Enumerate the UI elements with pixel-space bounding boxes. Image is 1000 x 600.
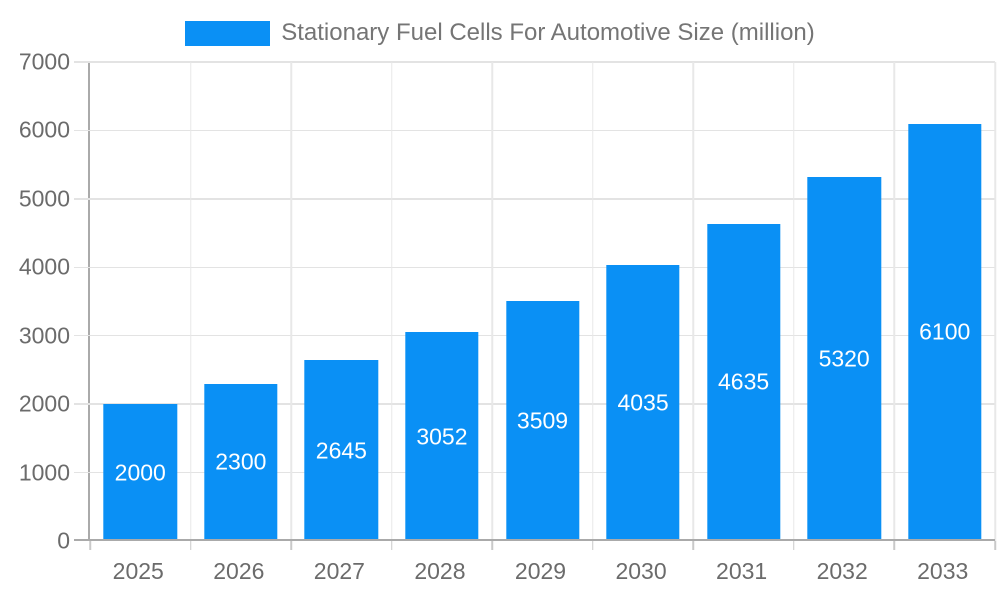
x-gridline [189, 62, 192, 541]
x-tick-label: 2032 [816, 558, 868, 584]
x-gridline [592, 62, 594, 541]
x-tick-label: 2029 [514, 558, 567, 584]
x-gridline [893, 62, 896, 541]
x-gridline [692, 62, 695, 541]
bar-2032[interactable]: 5320 [807, 176, 881, 541]
bar-2026[interactable]: 2300 [204, 383, 278, 541]
y-tick-label: 2000 [18, 390, 70, 417]
x-tick-label: 2030 [615, 558, 667, 584]
y-tick-label: 4000 [18, 253, 70, 280]
bar-value-label: 2300 [215, 448, 267, 475]
bar-2025[interactable]: 2000 [103, 404, 177, 541]
bar-value-label: 4035 [617, 389, 669, 416]
x-tick-mark [89, 541, 91, 550]
x-gridline [793, 62, 795, 541]
x-tick-mark [793, 541, 795, 550]
x-tick-mark [189, 541, 192, 550]
legend[interactable]: Stationary Fuel Cells For Automotive Siz… [0, 19, 1000, 47]
x-tick-mark [893, 541, 896, 550]
bar-value-label: 2645 [315, 437, 367, 463]
y-tick-label: 1000 [18, 459, 70, 486]
bar-value-label: 2000 [114, 459, 166, 486]
bar-2027[interactable]: 2645 [304, 360, 379, 541]
x-axis-labels: 2025 2026 2027 2028 2029 2030 2031 2032 2033 [88, 558, 993, 588]
y-gridline [74, 266, 995, 269]
bar-value-label: 5320 [818, 345, 870, 372]
bar-value-label: 3509 [516, 407, 569, 434]
legend-label: Stationary Fuel Cells For Automotive Siz… [281, 19, 815, 46]
x-tick-label: 2025 [112, 558, 164, 584]
bar-value-label: 3052 [416, 423, 468, 450]
bar-value-label: 6100 [919, 318, 971, 345]
plot-area: 2000 2300 2645 3052 3509 4035 4635 5320 6100 [74, 61, 996, 550]
x-tick-label: 2033 [917, 558, 969, 584]
bar-2033[interactable]: 6100 [908, 123, 982, 541]
x-tick-mark [491, 541, 493, 550]
bar-value-label: 4635 [718, 368, 770, 395]
x-tick-mark [994, 541, 996, 550]
x-gridline [491, 62, 493, 541]
bar-2030[interactable]: 4035 [606, 264, 680, 541]
y-tick-label: 0 [57, 527, 70, 554]
x-tick-mark [692, 541, 695, 550]
x-tick-label: 2027 [313, 558, 365, 584]
y-gridline [74, 61, 995, 63]
x-tick-mark [290, 541, 292, 550]
x-tick-label: 2031 [716, 558, 768, 584]
bar-2031[interactable]: 4635 [706, 223, 781, 541]
y-tick-label: 6000 [18, 116, 70, 143]
legend-swatch [185, 20, 271, 46]
y-gridline [74, 198, 995, 200]
y-tick-label: 3000 [18, 322, 70, 349]
y-tick-label: 7000 [18, 48, 70, 75]
x-tick-mark [592, 541, 594, 550]
x-gridline [994, 62, 996, 541]
x-axis-line [74, 539, 995, 541]
bar-2029[interactable]: 3509 [505, 300, 580, 541]
x-tick-mark [390, 541, 393, 550]
bar-2028[interactable]: 3052 [405, 332, 479, 541]
x-gridline [290, 62, 292, 541]
x-tick-label: 2028 [414, 558, 466, 584]
x-tick-label: 2026 [213, 558, 265, 584]
y-axis-labels: 0 1000 2000 3000 4000 5000 6000 7000 [0, 49, 70, 554]
y-gridline [74, 129, 995, 132]
y-tick-label: 5000 [18, 185, 70, 212]
x-gridline [390, 62, 393, 541]
